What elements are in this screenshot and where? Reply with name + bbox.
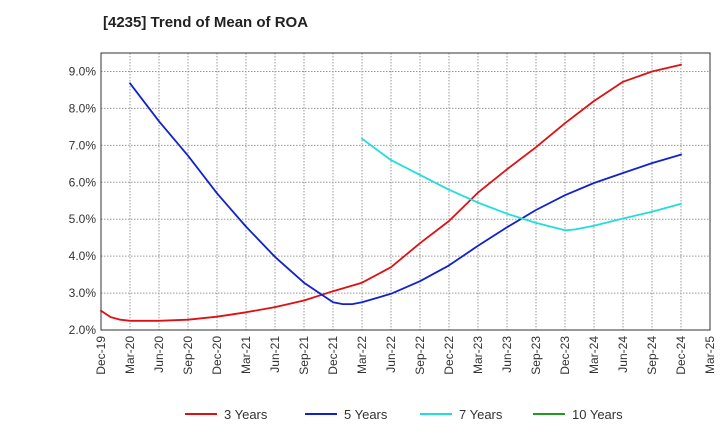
- y-tick-label: 6.0%: [69, 175, 97, 189]
- legend-label: 10 Years: [572, 407, 623, 422]
- x-tick-label: Sep-23: [529, 336, 543, 375]
- series-line-3-years: [100, 63, 682, 322]
- x-tick-label: Sep-20: [181, 336, 195, 375]
- y-tick-label: 4.0%: [69, 249, 97, 263]
- y-tick-label: 3.0%: [69, 286, 97, 300]
- x-tick-label: Mar-22: [355, 336, 369, 374]
- y-axis: 2.0% 3.0% 4.0% 5.0% 6.0% 7.0% 8.0% 9.0%: [69, 64, 97, 337]
- x-tick-label: Jun-24: [616, 336, 630, 373]
- series-lines: [100, 63, 682, 322]
- x-tick-label: Jun-20: [152, 336, 166, 373]
- y-tick-label: 7.0%: [69, 138, 97, 152]
- x-tick-label: Jun-23: [500, 336, 514, 373]
- x-tick-label: Mar-23: [471, 336, 485, 374]
- x-tick-label: Jun-22: [384, 336, 398, 373]
- x-tick-label: Sep-24: [645, 336, 659, 375]
- x-axis: Dec-19 Mar-20 Jun-20 Sep-20 Dec-20 Mar-21 Jun-…: [94, 336, 717, 375]
- legend: 3 Years 5 Years 7 Years 10 Years: [185, 407, 623, 422]
- y-tick-label: 2.0%: [69, 323, 97, 337]
- plot-area: [101, 53, 710, 330]
- series-line-7-years: [361, 137, 682, 232]
- legend-label: 5 Years: [344, 407, 388, 422]
- x-tick-label: Dec-21: [326, 336, 340, 375]
- legend-label: 7 Years: [459, 407, 503, 422]
- plot-border: [100, 52, 711, 331]
- x-tick-label: Dec-23: [558, 336, 572, 375]
- x-tick-label: Jun-21: [268, 336, 282, 373]
- series-line-5-years: [129, 82, 682, 306]
- x-tick-label: Sep-21: [297, 336, 311, 375]
- x-tick-label: Dec-20: [210, 336, 224, 375]
- y-tick-label: 8.0%: [69, 101, 97, 115]
- x-tick-label: Mar-25: [703, 336, 717, 374]
- x-tick-label: Dec-19: [94, 336, 108, 375]
- x-tick-label: Mar-21: [239, 336, 253, 374]
- x-tick-label: Mar-20: [123, 336, 137, 374]
- legend-label: 3 Years: [224, 407, 268, 422]
- x-tick-label: Mar-24: [587, 336, 601, 374]
- y-tick-label: 5.0%: [69, 212, 97, 226]
- x-tick-label: Dec-22: [442, 336, 456, 375]
- chart-title: [4235] Trend of Mean of ROA: [103, 14, 309, 31]
- x-tick-label: Dec-24: [674, 336, 688, 375]
- x-tick-label: Sep-22: [413, 336, 427, 375]
- y-tick-label: 9.0%: [69, 64, 97, 78]
